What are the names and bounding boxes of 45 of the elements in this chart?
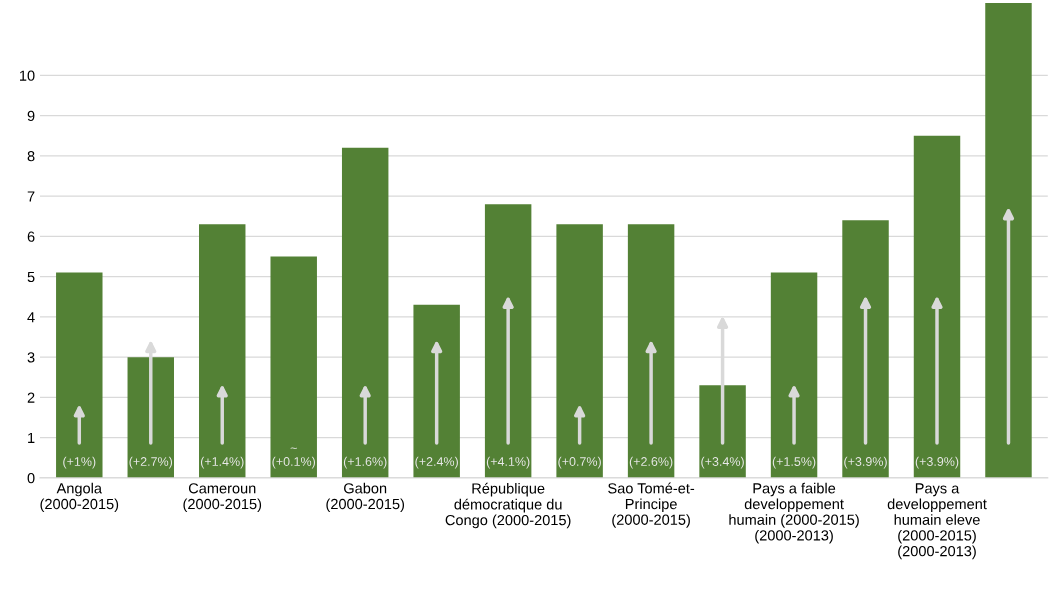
- y-tick-label: 10: [20, 70, 35, 81]
- y-tick-label: 1: [28, 432, 35, 443]
- y-tick-label: 0: [27, 473, 35, 484]
- bar: [127, 357, 174, 478]
- annotation: (+2.4%): [415, 456, 458, 469]
- x-tick-label: Angola (2000-2015): [40, 482, 119, 513]
- y-tick-label: 5: [27, 271, 35, 283]
- x-tick-label: Pays a faible developpement humain (2000-2015) (2000-2013): [729, 482, 859, 544]
- bar: [556, 224, 603, 478]
- annotation: (+1%): [63, 456, 96, 469]
- bar: [413, 304, 460, 478]
- annotation: (+1.4%): [200, 456, 244, 469]
- bar: [699, 385, 746, 478]
- annotation: (+1.6%): [343, 456, 387, 469]
- y-tick-label: 3: [27, 352, 35, 363]
- bar: [985, 2, 1032, 478]
- bar: [270, 256, 317, 478]
- bar: [842, 220, 889, 478]
- bar: [770, 272, 818, 478]
- annotation: (+3.9%): [844, 456, 887, 469]
- x-tick-label: Pays a developpement humain eleve (2000-2015) (2000-2013): [887, 483, 987, 560]
- x-tick-label: République démocratique du Congo (2000-2015): [445, 482, 571, 529]
- bar: [56, 272, 103, 478]
- bar: [199, 224, 246, 478]
- y-tick-label: 9: [27, 110, 35, 122]
- annotation: (+3.9%): [915, 456, 959, 469]
- annotation: (+3.4%): [701, 456, 744, 469]
- annotation: (+2.6%): [629, 456, 673, 469]
- x-tick-label: Gabon (2000-2015): [326, 482, 405, 513]
- y-tick-label: 4: [27, 312, 35, 323]
- x-tick-label: Cameroun (2000-2015): [183, 483, 262, 513]
- y-tick-label: 7: [27, 191, 35, 202]
- y-tick-label: 8: [27, 151, 35, 162]
- annotation: (+1.5%): [772, 456, 816, 469]
- annotation: (+4.1%): [486, 456, 530, 469]
- annotation: (+2.7%): [129, 456, 173, 469]
- bar: [341, 147, 389, 478]
- y-tick-label: 6: [27, 231, 35, 242]
- bar: [484, 204, 532, 478]
- annotation: ~ (+0.1%): [272, 447, 315, 469]
- y-tick-label: 2: [27, 392, 35, 403]
- x-tick-label: Sao Tomé-et- Principe (2000-2015): [608, 482, 695, 528]
- bar: [913, 135, 961, 478]
- bar: [627, 224, 675, 478]
- annotation: (+0.7%): [558, 456, 601, 469]
